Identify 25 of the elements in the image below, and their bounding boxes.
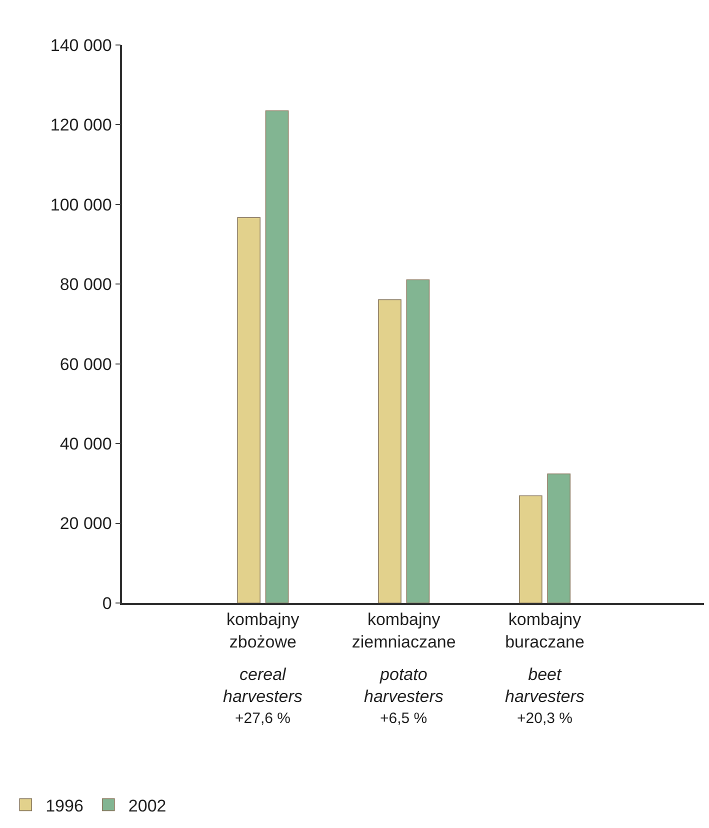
- legend-label: 1996: [46, 796, 84, 816]
- bar: [378, 299, 402, 603]
- text: beet harvesters: [505, 665, 585, 706]
- y-tick-label: 100 000: [50, 195, 112, 214]
- y-tick-label: 80 000: [60, 275, 112, 294]
- text: +20,3 %: [517, 710, 572, 727]
- y-tick-label: 0: [102, 594, 112, 613]
- y-tick-label: 140 000: [50, 36, 112, 55]
- y-tick-label: 20 000: [60, 514, 112, 534]
- text: +27,6 %: [235, 710, 290, 727]
- y-tick-label: 60 000: [60, 354, 112, 374]
- y-tick-label: 40 000: [60, 434, 112, 454]
- legend-label: 2002: [128, 796, 166, 816]
- x-tick-label: kombajny buraczane: [505, 610, 584, 652]
- x-tick-label: kombajny ziemniaczane: [352, 610, 456, 652]
- text: potato harvesters: [364, 665, 444, 706]
- bar: [265, 110, 289, 603]
- bar: [237, 217, 260, 603]
- bar: [518, 495, 542, 603]
- text: cereal harvesters: [223, 665, 303, 706]
- y-tick-label: 120 000: [50, 116, 112, 135]
- bar: [406, 279, 430, 603]
- text: +6,5 %: [380, 710, 428, 727]
- bar: [547, 473, 571, 603]
- x-tick-label: kombajny zbożowe: [226, 610, 300, 652]
